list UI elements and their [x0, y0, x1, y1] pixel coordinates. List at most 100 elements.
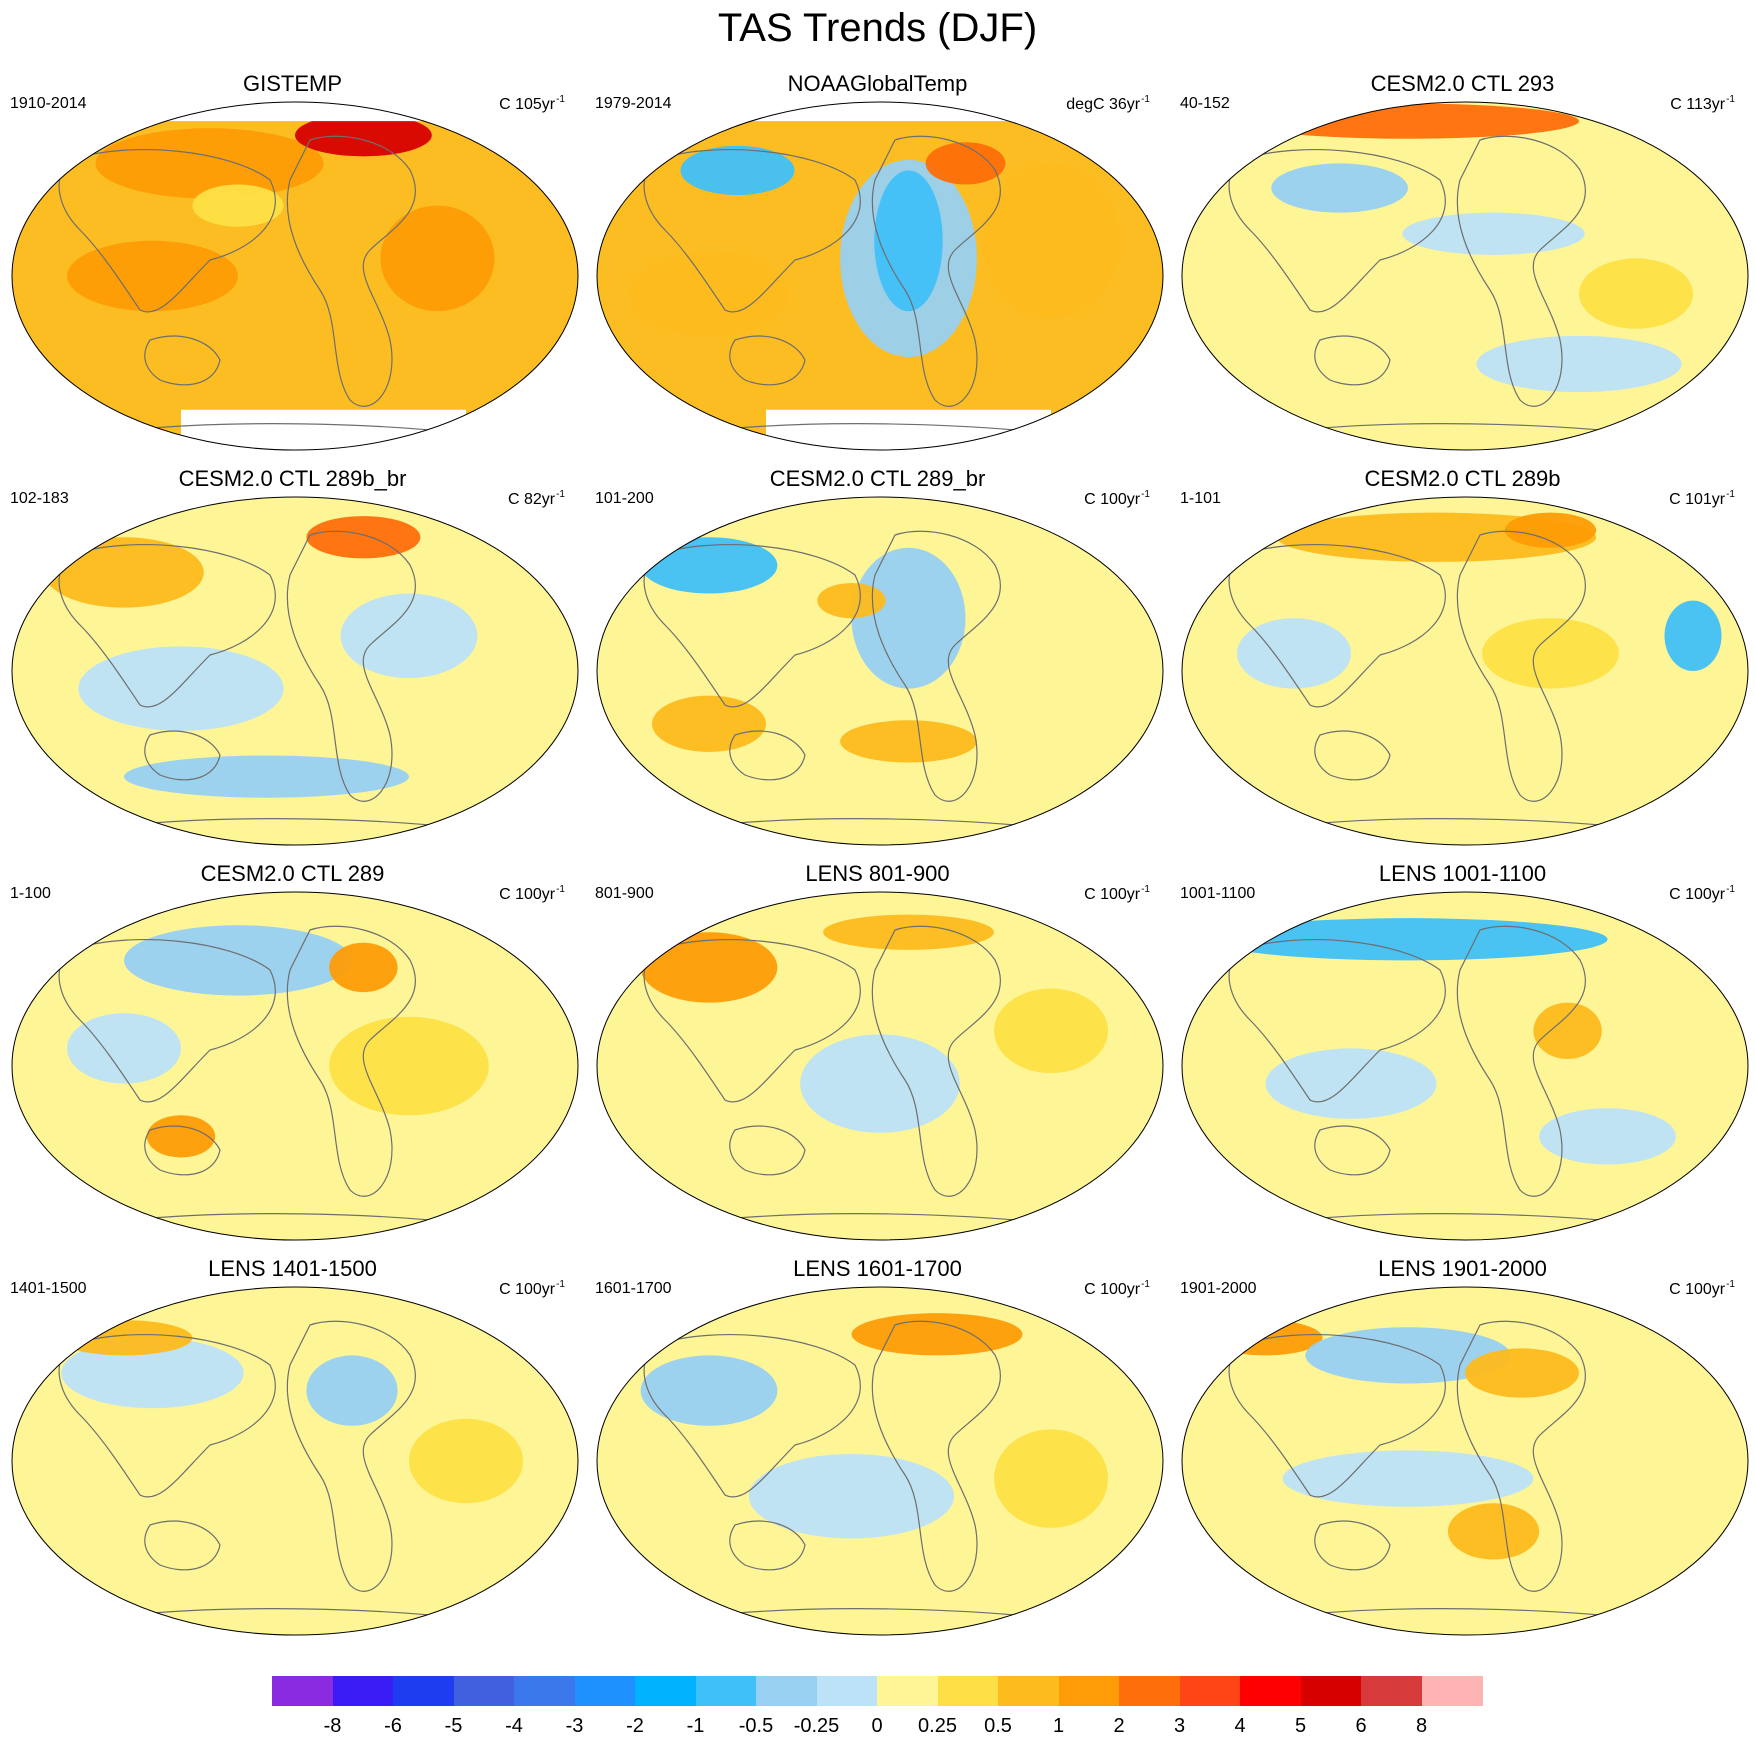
- colorbar-swatch: [1240, 1676, 1301, 1706]
- colorbar-swatch: [1421, 1676, 1483, 1706]
- anomaly-region: [1237, 618, 1351, 689]
- coastline: [1228, 1334, 1446, 1498]
- coastline: [58, 1334, 276, 1498]
- coastline: [144, 1125, 221, 1176]
- anomaly-region: [851, 1313, 1023, 1356]
- panel-title: LENS 801-900: [805, 861, 950, 886]
- colorbar-label: 2: [1113, 1715, 1125, 1737]
- anomaly-region: [1504, 512, 1597, 548]
- colorbar-label: -4: [505, 1715, 523, 1737]
- map-svg: [596, 891, 1164, 1241]
- panel-units-label: C 105yr-1: [499, 90, 565, 115]
- map-border: [596, 101, 1164, 451]
- panel-period-label: 1-101: [1180, 490, 1221, 507]
- colorbar-swatch: [937, 1676, 999, 1706]
- colorbar-label: 6: [1355, 1715, 1367, 1737]
- units-exponent: -1: [1141, 1279, 1150, 1290]
- anomaly-region: [329, 942, 398, 993]
- units-text: C 113yr: [1670, 96, 1726, 113]
- anomaly-region: [67, 240, 238, 312]
- colorbar-swatch: [514, 1676, 575, 1706]
- colorbar-label: 4: [1234, 1715, 1246, 1737]
- panel-units-label: C 100yr-1: [499, 880, 565, 905]
- panel-period-label: 101-200: [595, 490, 654, 507]
- coastline: [58, 149, 276, 313]
- units-exponent: -1: [556, 489, 565, 500]
- units-exponent: -1: [1726, 94, 1735, 105]
- map-svg: [11, 891, 579, 1241]
- map-panel: LENS 1001-1100 1001-1100 C 100yr-1: [1170, 860, 1755, 1255]
- anomaly-region: [78, 646, 284, 731]
- map-panel: CESM2.0 CTL 289_br 101-200 C 100yr-1: [585, 465, 1170, 860]
- anomaly-region: [640, 1355, 778, 1426]
- panel-units-label: C 100yr-1: [1084, 1275, 1150, 1300]
- panel-title: LENS 1001-1100: [1378, 861, 1547, 886]
- map-border: [1181, 496, 1749, 846]
- anomaly-region: [44, 537, 204, 608]
- anomaly-region: [1208, 918, 1608, 961]
- colorbar-label: 5: [1294, 1715, 1307, 1737]
- units-exponent: -1: [1726, 489, 1735, 500]
- panel-units-label: C 100yr-1: [1669, 880, 1735, 905]
- colorbar-label: 1: [1052, 1715, 1065, 1737]
- map-border: [11, 1286, 579, 1636]
- coastline: [1228, 149, 1446, 313]
- coastline: [144, 1520, 221, 1571]
- anomaly-region: [680, 145, 795, 196]
- coastline: [729, 335, 806, 386]
- units-text: C 100yr: [1669, 886, 1726, 903]
- anomaly-region: [95, 128, 324, 199]
- coastline: [871, 925, 1002, 1197]
- coastline: [286, 1320, 417, 1592]
- units-exponent: -1: [1726, 884, 1735, 895]
- coastline: [871, 530, 1002, 802]
- colorbar-swatch: [1300, 1676, 1362, 1706]
- anomaly-region: [340, 593, 478, 679]
- units-exponent: -1: [1726, 1279, 1735, 1290]
- units-text: C 100yr: [499, 1281, 556, 1298]
- missing-data-mask: [12, 102, 578, 122]
- anomaly-region: [124, 755, 409, 798]
- anomaly-region: [629, 251, 789, 336]
- map-panel: CESM2.0 CTL 289 1-100 C 100yr-1: [0, 860, 585, 1255]
- anomaly-region: [61, 1337, 244, 1409]
- map-svg: [1181, 1286, 1749, 1636]
- anomaly-region: [295, 114, 432, 157]
- panel-units-label: C 100yr-1: [1669, 1275, 1735, 1300]
- panel-period-label: 801-900: [595, 885, 654, 902]
- anomaly-region: [1447, 1503, 1540, 1560]
- map-panel: NOAAGlobalTemp 1979-2014 degC 36yr-1: [585, 70, 1170, 465]
- anomaly-region: [640, 932, 778, 1003]
- colorbar-swatch: [1179, 1676, 1241, 1706]
- world-map: [595, 1285, 1165, 1637]
- colorbar-label: -1: [686, 1715, 705, 1737]
- panel-period-label: 1979-2014: [595, 95, 672, 112]
- map-svg: [1181, 101, 1749, 451]
- coastline: [144, 730, 221, 781]
- panel-title: NOAAGlobalTemp: [787, 71, 968, 96]
- units-exponent: -1: [556, 884, 565, 895]
- map-panel: CESM2.0 CTL 289b 1-101 C 101yr-1: [1170, 465, 1755, 860]
- panel-title: GISTEMP: [242, 71, 342, 96]
- coastline: [1314, 1125, 1391, 1176]
- anomaly-region: [1402, 212, 1585, 255]
- world-map: [1180, 890, 1750, 1242]
- panel-title: LENS 1901-2000: [1378, 1256, 1547, 1281]
- panel-period-label: 1901-2000: [1180, 1280, 1257, 1297]
- map-svg: [596, 101, 1164, 451]
- world-map: [1180, 100, 1750, 452]
- map-border: [11, 496, 579, 846]
- colorbar-label: 0.5: [984, 1715, 1012, 1737]
- panel-units-label: C 100yr-1: [499, 1275, 565, 1300]
- colorbar-swatch: [1058, 1676, 1120, 1706]
- panel-period-label: 1001-1100: [1180, 885, 1256, 902]
- anomaly-region: [652, 695, 766, 752]
- map-svg: [11, 496, 579, 846]
- coastline: [58, 544, 276, 708]
- map-panel: LENS 1901-2000 1901-2000 C 100yr-1: [1170, 1255, 1755, 1650]
- map-svg: [1181, 496, 1749, 846]
- anomaly-region: [329, 1016, 489, 1116]
- world-map: [10, 495, 580, 847]
- coastline: [1228, 939, 1446, 1103]
- colorbar-swatch: [635, 1676, 696, 1706]
